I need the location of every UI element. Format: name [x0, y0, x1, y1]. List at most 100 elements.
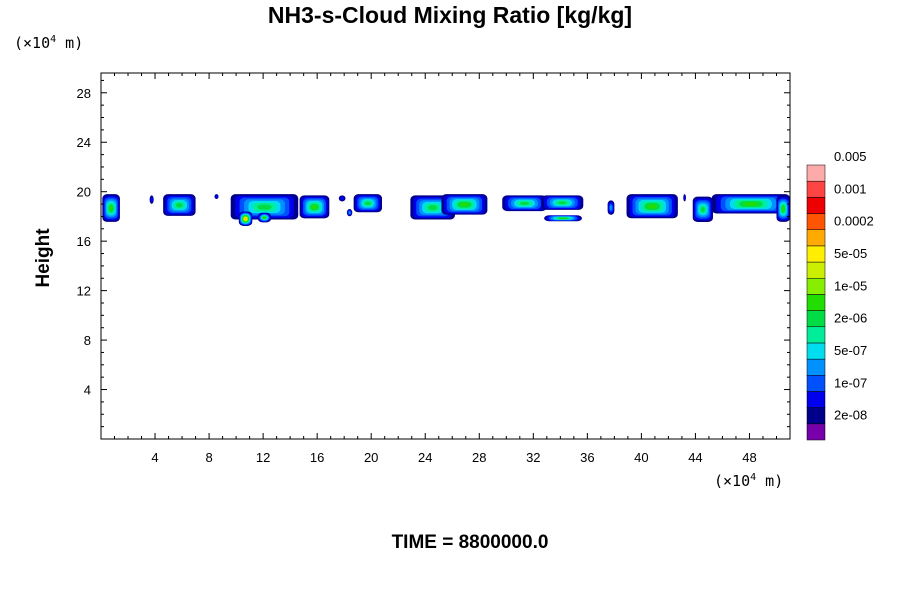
colorbar-label: 5e-07 [834, 343, 867, 358]
cloud-cell [502, 195, 547, 212]
colorbar-swatch [806, 423, 826, 441]
cloud-cell [353, 194, 383, 213]
y-axis: 4 8 12 16 20 24 28 [77, 79, 790, 428]
x-tick-label: 20 [364, 450, 378, 465]
colorbar-swatch [806, 310, 826, 328]
cloud-contour-layer [150, 197, 153, 203]
colorbar-label: 1e-07 [834, 375, 867, 390]
cloud-cell [214, 194, 219, 199]
cloud-contour-layer [700, 206, 705, 213]
colorbar-swatch [806, 294, 826, 311]
colorbar-swatch [806, 326, 826, 344]
cloud-cell [626, 194, 678, 219]
y-tick-label: 16 [77, 234, 91, 249]
cloud-contour-layer [348, 211, 351, 214]
cloud-contour-layer [175, 202, 183, 208]
cloud-contour-layer [460, 202, 469, 207]
cloud-cell [544, 215, 582, 222]
cloud-cell [683, 194, 686, 202]
cloud-cell [338, 195, 346, 202]
x-tick-label: 8 [205, 450, 212, 465]
cloud-contour-layer [340, 196, 345, 201]
colorbar-swatch [806, 180, 826, 198]
y-unit-exponent: 4 [50, 34, 57, 45]
colorbar-swatch [806, 391, 826, 408]
colorbar-swatch [806, 407, 826, 425]
colorbar-swatch [806, 277, 826, 295]
cloud-contour-layer [781, 206, 785, 212]
y-unit-label: (×104 m) [14, 34, 83, 52]
x-tick-label: 40 [634, 450, 648, 465]
cloud-contour-layer [364, 201, 371, 206]
cloud-cell [541, 195, 584, 210]
cloud-cell [299, 195, 330, 219]
cloud-cell [149, 195, 154, 204]
colorbar: 2e-08 1e-07 5e-07 2e-06 1e-05 5e-05 0.0002 0.00… [806, 149, 874, 441]
colorbar-swatch [806, 261, 826, 279]
cloud-contour-layer [609, 205, 613, 211]
time-label: TIME = 8800000.0 [391, 532, 549, 553]
colorbar-swatch [806, 342, 826, 360]
cloud-contour-layer [557, 201, 567, 205]
x-tick-label: 32 [526, 450, 540, 465]
cloud-cell [711, 194, 790, 214]
cloud-cell [238, 211, 253, 226]
colorbar-label: 2e-08 [834, 408, 867, 423]
x-tick-label: 16 [310, 450, 324, 465]
cloud-contour-layer [257, 204, 272, 210]
cloud-contour-layer [559, 217, 567, 219]
cloud-contour-layer [215, 195, 218, 199]
colorbar-label: 5e-05 [834, 246, 867, 261]
y-unit-suffix: m) [56, 34, 84, 52]
colorbar-swatch [806, 197, 826, 214]
cloud-contour-layer [109, 205, 113, 211]
colorbar-label: 2e-06 [834, 311, 867, 326]
cloud-cell [692, 196, 713, 222]
cloud-cell [163, 194, 196, 216]
cloud-contour-layer [244, 217, 247, 220]
y-tick-label: 28 [77, 86, 91, 101]
x-tick-label: 28 [472, 450, 486, 465]
x-tick-label: 48 [742, 450, 756, 465]
cloud-contour-layer [311, 204, 318, 210]
y-tick-label: 8 [84, 333, 91, 348]
cloud-contour-layer [519, 201, 530, 206]
chart-title: NH3-s-Cloud Mixing Ratio [kg/kg] [267, 2, 633, 28]
x-tick-label: 36 [580, 450, 594, 465]
cloud-cell [346, 209, 353, 217]
colorbar-label: 0.0002 [834, 214, 874, 229]
cloud-contour-layer [427, 205, 438, 211]
x-unit-label: (×104 m) [714, 472, 783, 490]
colorbar-swatch [806, 358, 826, 376]
colorbar-label: 0.005 [834, 149, 867, 164]
x-unit-prefix: (×10 [714, 472, 751, 490]
x-tick-label: 12 [256, 450, 270, 465]
colorbar-swatch [806, 213, 826, 230]
cloud-cell [776, 195, 790, 222]
cloud-contour-layer [683, 195, 686, 201]
x-axis: 4 8 12 16 20 24 28 32 36 40 44 48 [114, 73, 777, 465]
x-unit-suffix: m) [756, 472, 784, 490]
colorbar-swatch [806, 164, 826, 182]
colorbar-label: 1e-05 [834, 278, 867, 293]
y-unit-prefix: (×10 [14, 34, 51, 52]
colorbar-swatch [806, 245, 826, 263]
cloud-field [102, 194, 790, 226]
cloud-cell [257, 212, 272, 223]
x-tick-label: 4 [151, 450, 158, 465]
cloud-cell [441, 194, 488, 215]
colorbar-swatch [806, 375, 826, 392]
y-tick-label: 4 [84, 383, 91, 398]
x-tick-label: 44 [688, 450, 702, 465]
y-tick-label: 12 [77, 284, 91, 299]
y-tick-label: 20 [77, 185, 91, 200]
cloud-contour-layer [743, 202, 759, 206]
x-unit-exponent: 4 [750, 472, 757, 483]
cloud-contour-layer [263, 216, 266, 219]
x-tick-label: 24 [418, 450, 432, 465]
colorbar-label: 0.001 [834, 181, 867, 196]
colorbar-swatch [806, 229, 826, 247]
cloud-cell [102, 194, 120, 222]
cloud-cell [607, 200, 615, 215]
